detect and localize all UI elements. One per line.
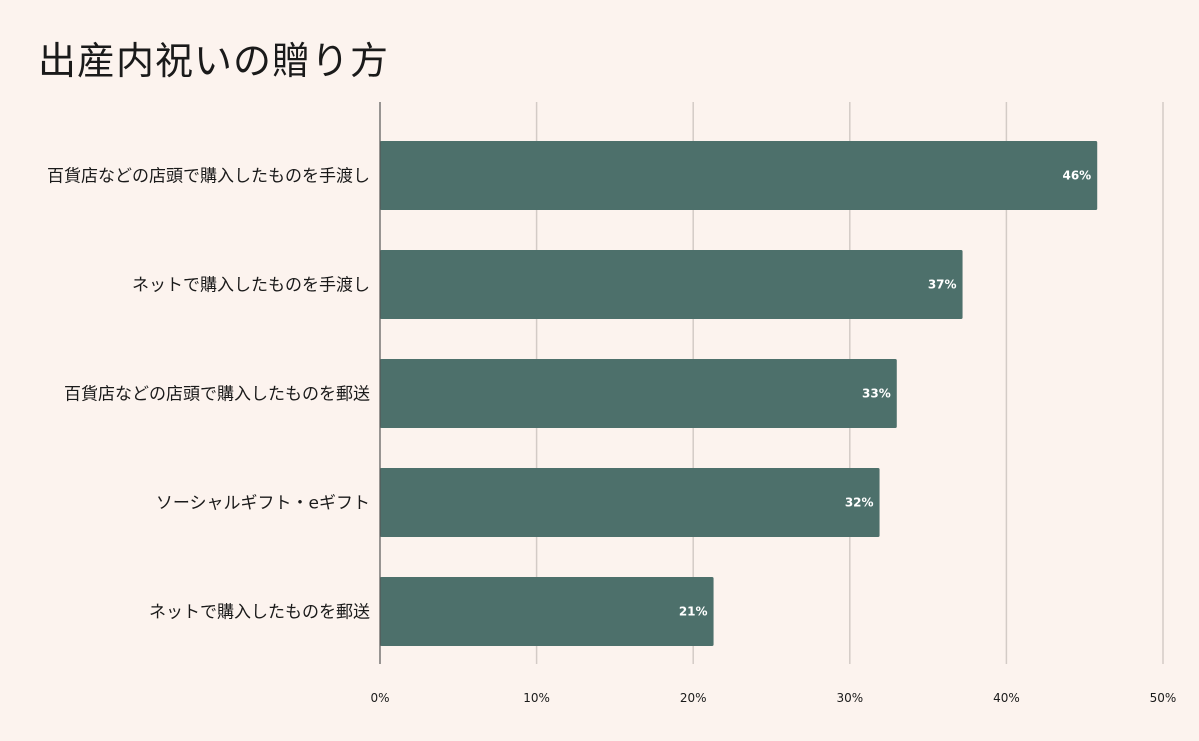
x-tick-label: 10% — [523, 691, 550, 705]
data-label: 46% — [1062, 169, 1091, 183]
x-axis-tick-labels: 0% 10% 20% 30% 40% 50% — [370, 691, 1176, 705]
data-label: 32% — [845, 496, 874, 510]
bar — [380, 577, 714, 646]
data-label: 21% — [679, 605, 708, 619]
category-label: 百貨店などの店頭で購入したものを郵送 — [64, 385, 370, 405]
category-label: 百貨店などの店頭で購入したものを手渡し — [47, 167, 370, 187]
x-tick-label: 30% — [836, 691, 863, 705]
bar — [380, 141, 1098, 210]
bars — [380, 141, 1098, 646]
category-labels: 百貨店などの店頭で購入したものを手渡しネットで購入したものを手渡し百貨店などの店… — [47, 167, 370, 623]
x-tick-label: 0% — [370, 691, 389, 705]
bar — [380, 250, 963, 319]
category-label: ソーシャルギフト・eギフト — [156, 494, 370, 514]
x-tick-label: 20% — [680, 691, 707, 705]
bar — [380, 468, 880, 537]
bar — [380, 359, 897, 428]
x-tick-label: 40% — [993, 691, 1020, 705]
category-label: ネットで購入したものを手渡し — [132, 276, 370, 296]
chart-title: 出産内祝いの贈り方 — [38, 39, 390, 83]
category-label: ネットで購入したものを郵送 — [149, 603, 370, 623]
data-label: 33% — [862, 387, 891, 401]
data-labels: 46% 37% 33% 32% 21% — [679, 169, 1091, 619]
x-tick-label: 50% — [1150, 691, 1177, 705]
data-label: 37% — [928, 278, 957, 292]
